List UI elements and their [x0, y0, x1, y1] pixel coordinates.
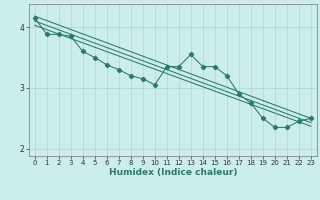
X-axis label: Humidex (Indice chaleur): Humidex (Indice chaleur): [108, 168, 237, 177]
